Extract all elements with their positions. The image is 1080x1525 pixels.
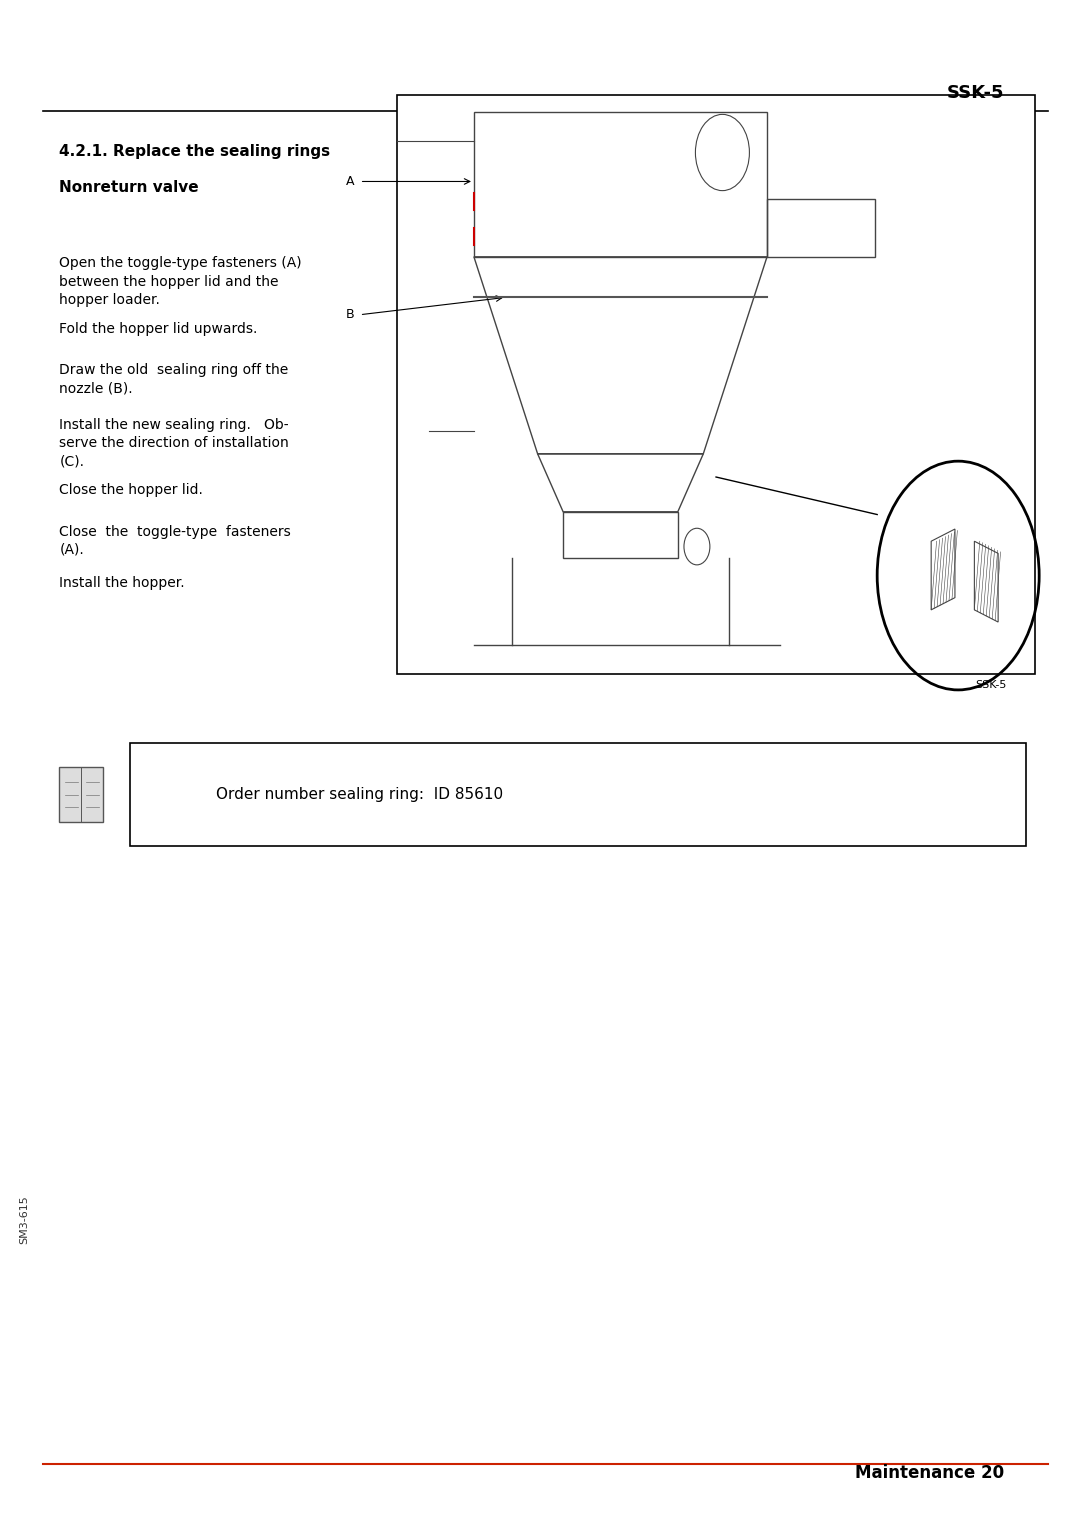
Text: A: A	[346, 175, 354, 188]
Text: Draw the old  sealing ring off the
nozzle (B).: Draw the old sealing ring off the nozzle…	[59, 363, 288, 395]
Text: SSK-5: SSK-5	[947, 84, 1004, 102]
Text: SM3-615: SM3-615	[18, 1196, 29, 1244]
FancyBboxPatch shape	[130, 743, 1026, 846]
Polygon shape	[931, 529, 955, 610]
Text: Install the hopper.: Install the hopper.	[59, 576, 185, 590]
Text: Close  the  toggle-type  fasteners
(A).: Close the toggle-type fasteners (A).	[59, 525, 292, 557]
Text: Nonreturn valve: Nonreturn valve	[59, 180, 199, 195]
FancyBboxPatch shape	[397, 95, 1035, 674]
Text: Install the new sealing ring.   Ob-
serve the direction of installation
(C).: Install the new sealing ring. Ob- serve …	[59, 418, 289, 468]
Text: B: B	[346, 308, 354, 322]
Text: Close the hopper lid.: Close the hopper lid.	[59, 483, 203, 497]
Text: SSK-5: SSK-5	[975, 680, 1007, 691]
Text: Maintenance 20: Maintenance 20	[855, 1464, 1004, 1482]
FancyBboxPatch shape	[59, 767, 103, 822]
Polygon shape	[974, 541, 998, 622]
Text: Order number sealing ring:  ID 85610: Order number sealing ring: ID 85610	[216, 787, 503, 802]
Text: Open the toggle-type fasteners (A)
between the hopper lid and the
hopper loader.: Open the toggle-type fasteners (A) betwe…	[59, 256, 302, 307]
Text: Fold the hopper lid upwards.: Fold the hopper lid upwards.	[59, 322, 258, 336]
Text: 4.2.1. Replace the sealing rings: 4.2.1. Replace the sealing rings	[59, 143, 330, 159]
